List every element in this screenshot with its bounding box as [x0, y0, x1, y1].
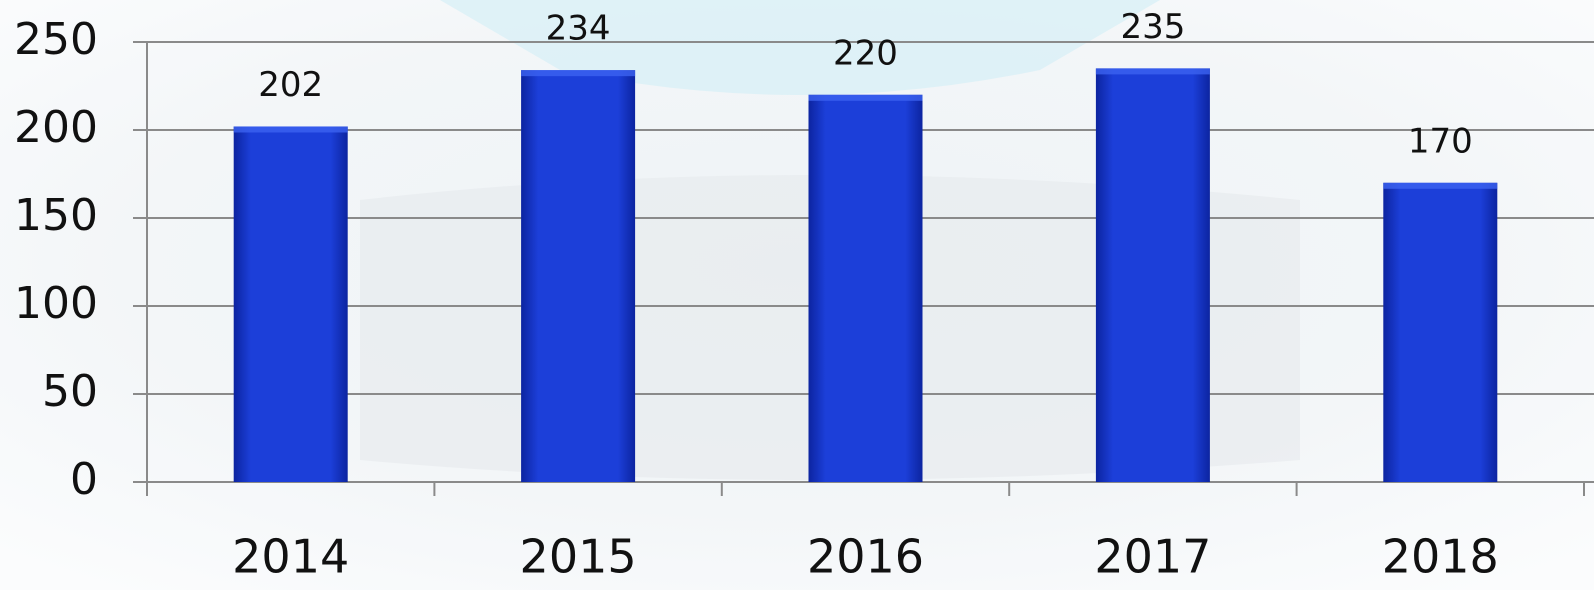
y-tick-label: 200 — [14, 102, 98, 153]
y-tick-label: 50 — [42, 366, 98, 417]
bar — [521, 70, 636, 482]
bar — [233, 126, 348, 482]
bar-bevel — [1383, 182, 1498, 189]
x-tick-label: 2016 — [807, 530, 924, 584]
bar — [1095, 68, 1210, 483]
x-tick-label: 2017 — [1094, 530, 1211, 584]
y-tick-label: 100 — [14, 278, 98, 329]
value-label: 170 — [1408, 121, 1473, 161]
y-tick-label: 0 — [70, 454, 98, 505]
x-tick-label: 2015 — [520, 530, 637, 584]
value-label: 234 — [546, 9, 611, 49]
bar — [808, 94, 923, 483]
x-tick-label: 2014 — [232, 530, 349, 584]
y-tick-label: 250 — [14, 14, 98, 65]
bar-bevel — [1095, 68, 1210, 75]
bar-bevel — [521, 70, 636, 77]
bar-bevel — [233, 126, 348, 133]
value-label: 235 — [1120, 7, 1185, 47]
y-tick-label: 150 — [14, 190, 98, 241]
bar — [1383, 182, 1498, 483]
value-label: 202 — [258, 65, 323, 105]
bar-bevel — [808, 94, 923, 101]
value-label: 220 — [833, 33, 898, 73]
x-tick-label: 2018 — [1382, 530, 1499, 584]
